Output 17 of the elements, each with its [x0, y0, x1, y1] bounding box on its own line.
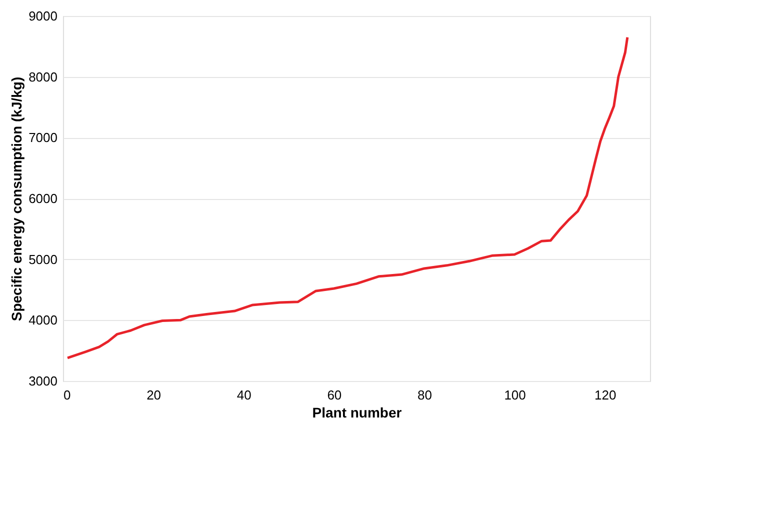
- y-tick-label: 9000: [28, 8, 58, 24]
- y-axis-title: Specific energy consumption (kJ/kg): [8, 76, 25, 322]
- y-tick-label: 5000: [28, 252, 58, 267]
- x-tick-label: 100: [504, 388, 526, 402]
- x-tick-label: 120: [594, 388, 616, 402]
- x-tick-label: 0: [64, 388, 71, 402]
- y-tick-label: 4000: [28, 312, 58, 328]
- y-tick-label: 3000: [28, 374, 58, 388]
- y-tick-label: 7000: [28, 130, 58, 146]
- y-tick-label: 6000: [28, 191, 58, 206]
- x-tick-label: 20: [146, 388, 162, 402]
- y-tick-label: 8000: [28, 69, 58, 84]
- line-series: [66, 36, 629, 360]
- x-tick-label: 40: [236, 388, 252, 402]
- x-tick-label: 60: [327, 388, 342, 402]
- x-tick-label: 80: [417, 388, 432, 402]
- x-axis-title: Plant number: [312, 404, 402, 420]
